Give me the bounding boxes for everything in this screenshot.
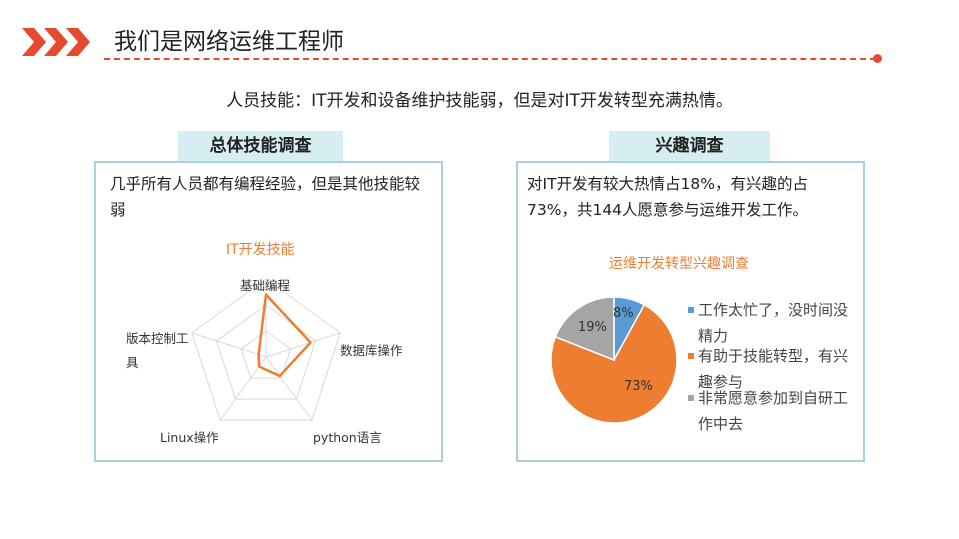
radar-axis-label: Linux操作: [160, 430, 219, 445]
pie-chart-title: 运维开发转型兴趣调查: [609, 256, 749, 272]
legend-swatch: [688, 307, 694, 313]
pie-slice-label: 19%: [578, 320, 607, 335]
pie-legend-item: 有助于技能转型，有兴趣参与: [688, 343, 849, 395]
title-divider: [104, 58, 876, 60]
legend-swatch: [688, 395, 694, 401]
pie-slice-label: 8%: [613, 306, 634, 321]
pie-legend-label: 有助于技能转型，有兴趣参与: [698, 347, 849, 391]
interest-survey-text: 对IT开发有较大热情占18%，有兴趣的占73%，共144人愿意参与运维开发工作。: [527, 175, 809, 219]
radar-axis-label: python语言: [313, 430, 382, 445]
chevron-arrows-icon: [22, 28, 90, 56]
radar-chart-title: IT开发技能: [226, 242, 295, 258]
pie-legend-item: 非常愿意参加到自研工作中去: [688, 385, 849, 437]
title-divider-dot: [873, 54, 882, 63]
radar-axis-label: 基础编程: [240, 278, 291, 293]
pie-slice-label: 73%: [624, 379, 653, 394]
skills-survey-tag: 总体技能调查: [178, 131, 343, 161]
pie-legend-label: 非常愿意参加到自研工作中去: [698, 389, 849, 433]
interest-survey-tag: 兴趣调查: [609, 131, 770, 161]
pie-legend-item: 工作太忙了，没时间没精力: [688, 297, 849, 349]
radar-axis-label: 版本控制工具: [126, 331, 189, 370]
pie-legend-label: 工作太忙了，没时间没精力: [698, 301, 849, 345]
legend-swatch: [688, 353, 694, 359]
page-title: 我们是网络运维工程师: [114, 29, 344, 55]
radar-axis-label: 数据库操作: [340, 343, 403, 358]
page-subtitle: 人员技能：IT开发和设备维护技能弱，但是对IT开发转型充满热情。: [226, 91, 733, 111]
skills-survey-text: 几乎所有人员都有编程经验，但是其他技能较弱: [110, 175, 421, 219]
